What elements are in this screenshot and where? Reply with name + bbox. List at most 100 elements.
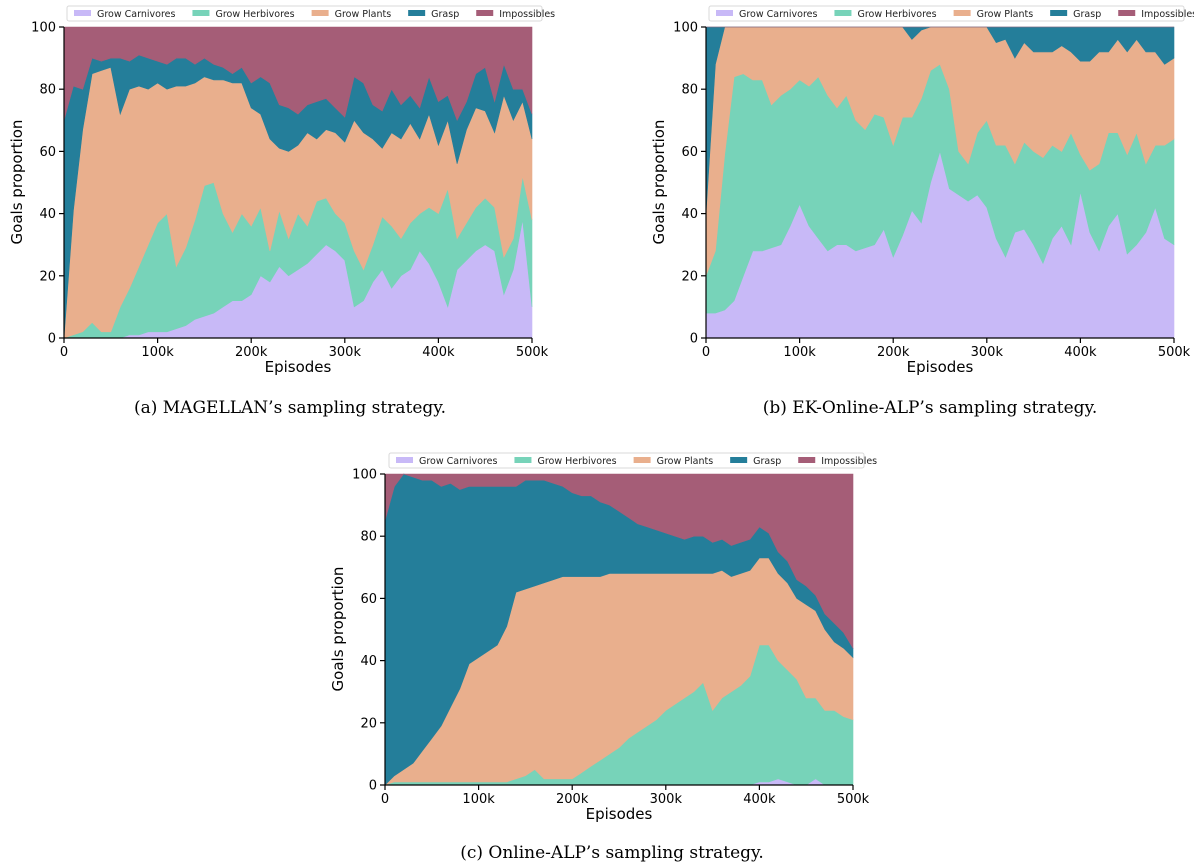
y-tick-label: 20: [360, 716, 377, 731]
x-tick-label: 200k: [556, 792, 589, 807]
x-tick-label: 400k: [743, 792, 776, 807]
legend-label: Impossibles: [1141, 9, 1194, 20]
legend-item-grow-carnivores: Grow Carnivores: [74, 9, 175, 20]
y-axis-label-c: Goals proportion: [329, 567, 347, 692]
legend-swatch: [834, 10, 852, 16]
x-axis-label-a: Episodes: [265, 358, 332, 376]
y-tick-label: 80: [360, 530, 377, 545]
legend-c: Grow Carnivores Grow Herbivores Grow Plant…: [388, 452, 877, 469]
y-tick-label: 20: [681, 269, 698, 284]
legend-item-grasp: Grasp: [408, 9, 459, 20]
legend-swatch: [730, 457, 748, 463]
y-tick-label: 100: [31, 21, 56, 36]
legend-item-grasp: Grasp: [1050, 9, 1101, 20]
legend-item-impossibles: Impossibles: [476, 9, 555, 20]
legend-swatch: [953, 10, 971, 16]
legend-item-grow-carnivores: Grow Carnivores: [716, 9, 817, 20]
legend-swatch: [716, 10, 733, 16]
x-tick-label: 500k: [516, 345, 549, 360]
axes-b: 0 100k 200k 300k 400k 500k 0 20 40 60 80 100: [673, 21, 1190, 361]
area-layers-a: [63, 26, 533, 339]
legend-item-grow-plants: Grow Plants: [311, 9, 392, 20]
chart-panel-c: Grow Carnivores Grow Herbivores Grow Plant…: [329, 452, 877, 863]
x-tick-label: 400k: [422, 345, 455, 360]
legend-label: Grasp: [753, 456, 781, 467]
area-impossibles: [63, 26, 533, 122]
chart-panel-b: Grow Carnivores Grow Herbivores Grow Plant…: [650, 5, 1194, 418]
legend-label: Grasp: [1073, 9, 1101, 20]
legend-label: Grasp: [431, 9, 459, 20]
x-tick-label: 0: [60, 345, 68, 360]
legend-frame: [66, 5, 543, 22]
legend-item-grasp: Grasp: [730, 456, 781, 467]
y-tick-label: 60: [39, 145, 56, 160]
y-axis-label-a: Goals proportion: [8, 120, 26, 245]
y-tick-label: 0: [369, 779, 377, 794]
legend-label: Impossibles: [499, 9, 555, 20]
x-tick-label: 0: [381, 792, 389, 807]
legend-item-grow-herbivores: Grow Herbivores: [514, 456, 617, 467]
legend-item-grow-herbivores: Grow Herbivores: [192, 9, 295, 20]
x-tick-label: 500k: [1158, 345, 1191, 360]
x-tick-label: 200k: [877, 345, 910, 360]
legend-swatch: [798, 457, 816, 463]
y-tick-label: 100: [352, 468, 377, 483]
caption-c: (c) Online-ALP’s sampling strategy.: [460, 843, 764, 863]
x-tick-label: 100k: [462, 792, 495, 807]
y-tick-label: 40: [681, 207, 698, 222]
axes-a: 0 100k 200k 300k 400k 500k 0 20 40 60 80 100: [31, 21, 548, 361]
x-tick-label: 200k: [235, 345, 268, 360]
legend-label: Impossibles: [821, 456, 877, 467]
x-axis-label-b: Episodes: [907, 358, 974, 376]
legend-swatch: [476, 10, 494, 16]
legend-label: Grow Herbivores: [537, 456, 616, 467]
x-tick-label: 0: [702, 345, 710, 360]
caption-b: (b) EK-Online-ALP’s sampling strategy.: [763, 398, 1098, 418]
x-tick-label: 400k: [1064, 345, 1097, 360]
legend-swatch: [633, 457, 651, 463]
y-tick-label: 80: [681, 83, 698, 98]
caption-a: (a) MAGELLAN’s sampling strategy.: [134, 398, 446, 418]
legend-swatch: [396, 457, 413, 463]
legend-swatch: [192, 10, 210, 16]
y-tick-label: 0: [690, 332, 698, 347]
legend-frame: [388, 452, 865, 469]
y-tick-label: 20: [39, 269, 56, 284]
legend-swatch: [1050, 10, 1068, 16]
legend-swatch: [408, 10, 426, 16]
x-tick-label: 100k: [141, 345, 174, 360]
legend-b: Grow Carnivores Grow Herbivores Grow Plant…: [708, 5, 1194, 22]
area-layers-b: [705, 26, 1175, 339]
legend-item-grow-herbivores: Grow Herbivores: [834, 9, 937, 20]
x-tick-label: 100k: [783, 345, 816, 360]
chart-panel-a: Grow Carnivores Grow Herbivores Grow Plant…: [8, 5, 555, 418]
legend-item-impossibles: Impossibles: [1118, 9, 1194, 20]
legend-swatch: [311, 10, 329, 16]
y-tick-label: 80: [39, 83, 56, 98]
legend-frame: [708, 5, 1185, 22]
legend-item-grow-plants: Grow Plants: [953, 9, 1034, 20]
legend-label: Grow Plants: [657, 456, 714, 467]
x-axis-label-c: Episodes: [586, 805, 653, 823]
y-tick-label: 40: [39, 207, 56, 222]
y-tick-label: 0: [48, 332, 56, 347]
area-layers-c: [384, 473, 854, 786]
x-tick-label: 300k: [329, 345, 362, 360]
legend-label: Grow Carnivores: [739, 9, 817, 20]
legend-label: Grow Plants: [977, 9, 1034, 20]
area-impossibles: [384, 473, 854, 650]
legend-label: Grow Plants: [335, 9, 392, 20]
legend-item-impossibles: Impossibles: [798, 456, 877, 467]
legend-swatch: [1118, 10, 1136, 16]
x-tick-label: 500k: [837, 792, 870, 807]
y-tick-label: 40: [360, 654, 377, 669]
legend-label: Grow Herbivores: [215, 9, 294, 20]
legend-swatch: [514, 457, 532, 463]
y-tick-label: 60: [360, 592, 377, 607]
axes-c: 0 100k 200k 300k 400k 500k 0 20 40 60 80 100: [352, 468, 869, 808]
legend-label: Grow Carnivores: [97, 9, 175, 20]
x-tick-label: 300k: [650, 792, 683, 807]
legend-item-grow-carnivores: Grow Carnivores: [396, 456, 497, 467]
legend-swatch: [74, 10, 91, 16]
